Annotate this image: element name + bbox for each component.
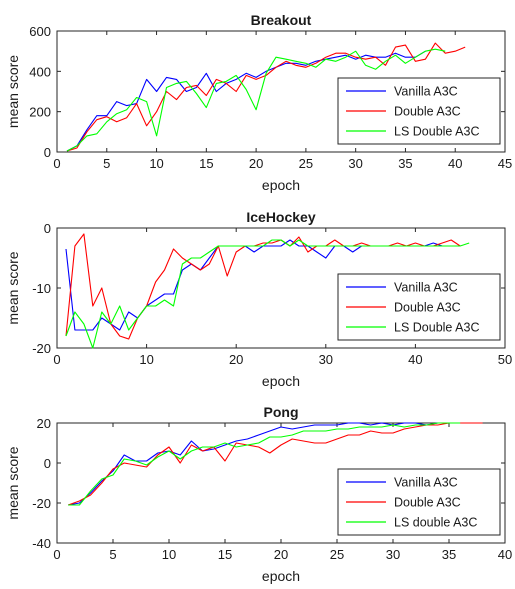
legend: Vanilla A3C Double A3C LS Double A3C <box>337 273 501 341</box>
y-tick-label: 0 <box>44 221 51 236</box>
x-tick-label: 20 <box>274 547 288 562</box>
series-line-1 <box>66 50 426 152</box>
x-tick-label: 10 <box>162 547 176 562</box>
x-tick-label: 40 <box>498 547 512 562</box>
chart-title: Breakout <box>251 12 312 28</box>
subplot-3: Pong 0 5 10 15 20 25 30 35 40 -40 -20 0 20 epoch mean s… <box>5 404 512 584</box>
y-tick-label: -20 <box>32 496 51 511</box>
y-axis-label: mean score <box>5 446 21 519</box>
y-tick-label: -20 <box>32 341 51 356</box>
x-tick-label: 30 <box>319 352 333 367</box>
legend-label-3: LS Double A3C <box>394 321 479 335</box>
x-tick-label: 5 <box>103 156 110 171</box>
chart-title: Pong <box>264 404 299 420</box>
x-tick-label: 15 <box>199 156 213 171</box>
x-tick-label: 30 <box>348 156 362 171</box>
legend-label-1: Vanilla A3C <box>394 85 458 99</box>
x-tick-label: 0 <box>53 156 60 171</box>
x-tick-label: 30 <box>386 547 400 562</box>
x-axis-label: epoch <box>262 568 300 584</box>
x-tick-label: 0 <box>53 352 60 367</box>
x-tick-label: 20 <box>229 352 243 367</box>
x-tick-label: 25 <box>330 547 344 562</box>
legend-label-2: Double A3C <box>394 105 461 119</box>
legend-box <box>337 77 501 145</box>
x-tick-label: 5 <box>109 547 116 562</box>
chart-title: IceHockey <box>246 209 315 225</box>
x-tick-label: 20 <box>249 156 263 171</box>
y-tick-label: 400 <box>29 64 51 79</box>
legend-label-3: LS Double A3C <box>394 125 479 139</box>
x-tick-label: 15 <box>218 547 232 562</box>
legend-label-3: LS double A3C <box>394 516 477 530</box>
legend-label-2: Double A3C <box>394 301 461 315</box>
x-tick-label: 10 <box>139 352 153 367</box>
x-tick-label: 10 <box>149 156 163 171</box>
series-line-2 <box>68 422 483 506</box>
series-line-2 <box>66 42 466 152</box>
x-tick-label: 45 <box>498 156 512 171</box>
y-tick-label: 600 <box>29 24 51 39</box>
x-tick-label: 25 <box>299 156 313 171</box>
series-line-3 <box>65 239 470 349</box>
legend: Vanilla A3C Double A3C LS double A3C <box>337 468 501 536</box>
subplot-2: IceHockey 0 10 20 30 40 50 -20 -10 0 epoch mean sco… <box>5 209 512 389</box>
y-tick-label: 20 <box>37 416 51 431</box>
legend: Vanilla A3C Double A3C LS Double A3C <box>337 77 501 145</box>
subplot-1: Breakout 0 5 10 15 20 25 30 35 40 45 0 200 400 600 epoc… <box>5 12 512 193</box>
y-tick-label: 200 <box>29 105 51 120</box>
x-tick-label: 35 <box>398 156 412 171</box>
legend-label-2: Double A3C <box>394 496 461 510</box>
x-tick-label: 40 <box>448 156 462 171</box>
x-tick-label: 50 <box>498 352 512 367</box>
x-tick-label: 40 <box>408 352 422 367</box>
y-tick-label: 0 <box>44 145 51 160</box>
series-line-2 <box>65 233 461 340</box>
y-tick-label: -10 <box>32 281 51 296</box>
y-tick-label: -40 <box>32 536 51 551</box>
y-axis-label: mean score <box>5 251 21 324</box>
y-tick-label: 0 <box>44 456 51 471</box>
x-tick-label: 35 <box>442 547 456 562</box>
legend-label-1: Vanilla A3C <box>394 476 458 490</box>
x-tick-label: 0 <box>53 547 60 562</box>
series-line-3 <box>66 48 446 152</box>
x-axis-label: epoch <box>262 177 300 193</box>
legend-label-1: Vanilla A3C <box>394 281 458 295</box>
y-axis-label: mean score <box>5 55 21 128</box>
x-axis-label: epoch <box>262 373 300 389</box>
series-line-3 <box>68 422 461 506</box>
